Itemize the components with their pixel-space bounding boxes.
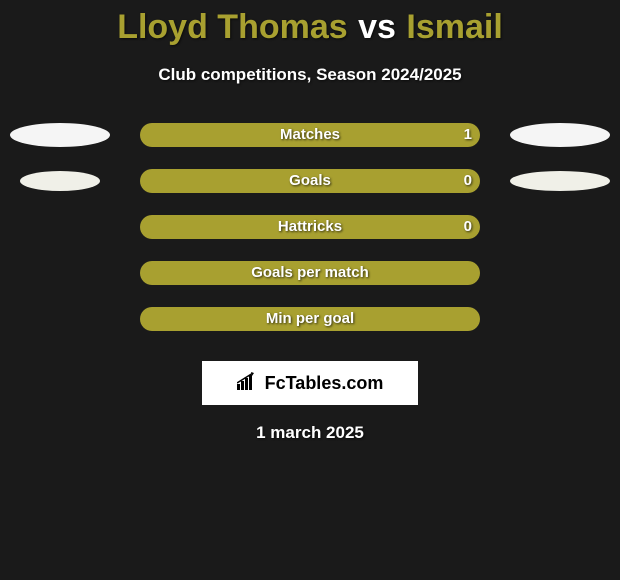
- stat-bar: Hattricks0: [140, 215, 480, 239]
- stat-right-value: 1: [464, 123, 472, 147]
- stat-bar: Min per goal: [140, 307, 480, 331]
- stat-label: Matches: [140, 123, 480, 147]
- stat-row: Hattricks0: [0, 213, 620, 259]
- stat-row: Matches1: [0, 121, 620, 167]
- stat-bar: Goals per match: [140, 261, 480, 285]
- fctables-logo: FcTables.com: [202, 361, 418, 405]
- stat-bar: Goals0: [140, 169, 480, 193]
- vs-separator: vs: [358, 8, 396, 46]
- comparison-title: Lloyd Thomas vs Ismail: [0, 0, 620, 47]
- stat-right-value: 0: [464, 215, 472, 239]
- left-pill: [10, 123, 110, 147]
- stat-row: Min per goal: [0, 305, 620, 351]
- stat-label: Min per goal: [140, 307, 480, 331]
- player1-name: Lloyd Thomas: [117, 8, 347, 46]
- stat-bar: Matches1: [140, 123, 480, 147]
- stat-row: Goals per match: [0, 259, 620, 305]
- chart-bars-icon: [237, 372, 259, 395]
- left-pill: [20, 171, 100, 191]
- right-pill: [510, 123, 610, 147]
- logo-text: FcTables.com: [265, 373, 384, 394]
- stat-label: Hattricks: [140, 215, 480, 239]
- stat-row: Goals0: [0, 167, 620, 213]
- right-pill: [510, 171, 610, 191]
- stat-label: Goals: [140, 169, 480, 193]
- stat-right-value: 0: [464, 169, 472, 193]
- player2-name: Ismail: [406, 8, 502, 46]
- footer-date: 1 march 2025: [0, 423, 620, 443]
- stat-label: Goals per match: [140, 261, 480, 285]
- subtitle: Club competitions, Season 2024/2025: [0, 65, 620, 85]
- stats-container: Matches1Goals0Hattricks0Goals per matchM…: [0, 121, 620, 351]
